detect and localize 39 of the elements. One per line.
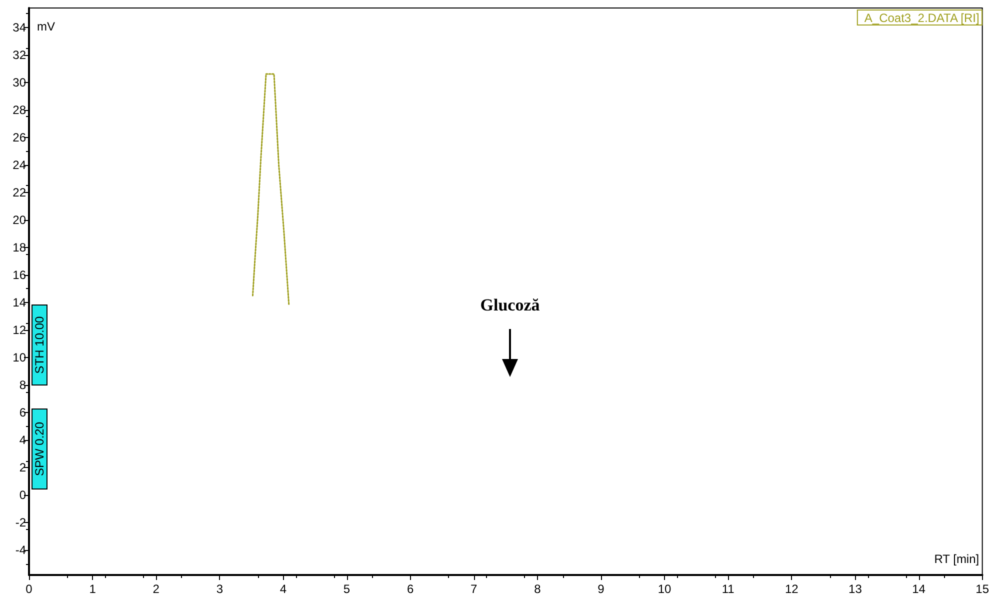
y-tick-label: 28 — [12, 102, 26, 117]
y-tick-label: 30 — [12, 75, 26, 90]
y-tick-label: 34 — [12, 20, 26, 34]
y-tick-label: 12 — [12, 323, 26, 338]
x-tick-label: 10 — [658, 582, 672, 596]
y-tick-label: 24 — [12, 158, 26, 172]
x-tick-label: 12 — [784, 582, 799, 596]
x-tick-label: 3 — [216, 582, 224, 596]
x-tick-label: 8 — [534, 582, 542, 596]
y-tick-label: 18 — [12, 240, 26, 254]
y-axis-title: mV — [37, 19, 55, 34]
text: A_Coat3_2.DATA [RI] — [864, 11, 980, 25]
x-tick-label: 1 — [89, 582, 96, 596]
x-axis-title: RT [min] — [934, 552, 980, 566]
annotation: SPW 0.20 — [32, 422, 46, 476]
annotation: STH 10.00 — [32, 316, 46, 374]
y-tick-label: -2 — [15, 516, 26, 530]
x-tick-label: 5 — [343, 582, 350, 596]
x-tick-label: 7 — [470, 582, 478, 596]
x-tick-label: 2 — [152, 582, 160, 596]
y-tick-label: 22 — [12, 185, 26, 200]
y-tick-label: 14 — [12, 296, 26, 310]
y-tick-label: 26 — [12, 130, 26, 144]
x-tick-label: 14 — [912, 582, 926, 596]
line-series — [252, 73, 290, 306]
x-tick-label: 15 — [976, 582, 990, 596]
x-tick-label: 4 — [280, 582, 287, 596]
annotation: Glucoză — [480, 296, 540, 314]
x-tick-label: 11 — [722, 582, 735, 596]
y-tick-label: 10 — [12, 350, 26, 365]
x-tick-label: 9 — [598, 582, 605, 596]
y-tick-label: 2 — [19, 460, 26, 475]
y-tick-label: 16 — [12, 268, 26, 282]
x-tick-label: 6 — [406, 582, 414, 596]
y-tick-label: 32 — [12, 48, 26, 62]
x-tick-label: 13 — [848, 582, 862, 596]
y-tick-label: 4 — [19, 433, 26, 448]
y-tick-label: -4 — [15, 543, 26, 558]
y-tick-label: 20 — [12, 212, 26, 227]
